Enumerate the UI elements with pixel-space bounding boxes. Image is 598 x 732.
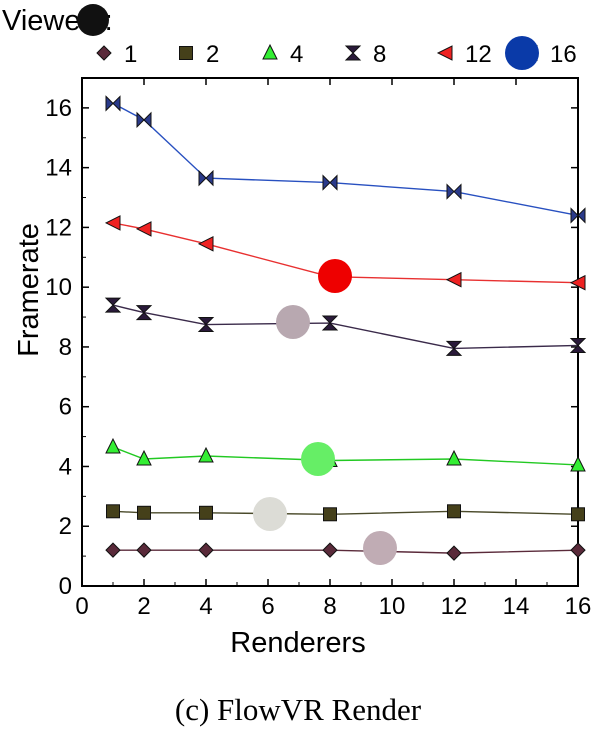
data-point — [445, 340, 463, 356]
y-tick-label: 6 — [59, 394, 72, 421]
legend-label: 16 — [550, 41, 577, 68]
series-1 — [105, 542, 586, 561]
data-point — [199, 505, 213, 520]
legend-label: 12 — [465, 41, 492, 68]
legend: 1 2 4 8 12 16 — [96, 41, 577, 68]
series-4 — [105, 437, 586, 472]
data-point — [569, 274, 586, 291]
data-point — [197, 236, 214, 252]
y-tick-label: 8 — [59, 334, 72, 361]
legend-marker — [262, 43, 278, 60]
overlay-dot — [253, 497, 287, 531]
data-point — [322, 542, 338, 558]
x-tick-label: 8 — [323, 593, 336, 620]
x-tick-label: 2 — [137, 593, 150, 620]
x-tick-label: 6 — [261, 593, 274, 620]
series-layer — [104, 95, 587, 561]
data-point — [135, 305, 153, 321]
series-line — [112, 510, 579, 515]
data-point — [446, 183, 462, 200]
data-point — [321, 315, 339, 331]
data-point — [197, 317, 215, 333]
x-tick-label: 14 — [503, 593, 530, 620]
data-point — [571, 507, 585, 522]
data-point — [104, 297, 122, 313]
x-tick-label: 12 — [441, 593, 468, 620]
data-point — [570, 455, 586, 472]
data-point — [570, 207, 586, 224]
x-axis-title: Renderers — [230, 627, 365, 659]
data-point — [447, 504, 461, 519]
y-tick-label: 4 — [59, 453, 72, 480]
data-point — [105, 437, 121, 454]
data-point — [445, 271, 462, 288]
legend-item-2: 2 — [179, 41, 219, 68]
x-tick-label: 16 — [565, 593, 592, 620]
overlay-dot — [505, 36, 539, 70]
legend-marker — [179, 46, 193, 60]
y-tick-label: 10 — [45, 274, 72, 301]
overlay-dot — [77, 4, 109, 36]
x-tick-label: 4 — [199, 593, 212, 620]
legend-item-8: 8 — [344, 41, 386, 68]
legend-item-12: 12 — [436, 41, 492, 68]
data-point — [104, 215, 121, 231]
series-2 — [106, 504, 585, 522]
overlay-dot — [363, 531, 397, 565]
legend-label: 4 — [290, 41, 303, 68]
y-axis-title: Framerate — [13, 223, 45, 357]
data-point — [136, 111, 152, 129]
data-point — [106, 504, 120, 519]
data-point — [198, 169, 214, 187]
x-tick-label: 0 — [75, 593, 88, 620]
legend-item-1: 1 — [96, 41, 137, 68]
legend-label: 8 — [373, 41, 386, 68]
axes: 0 2 4 6 8 10 12 14 16 0 2 4 6 8 10 12 14 16 — [45, 77, 592, 620]
data-point — [570, 542, 586, 558]
y-tick-label: 0 — [59, 573, 72, 600]
data-point — [136, 542, 152, 558]
series-line — [112, 304, 579, 350]
legend-item-4: 4 — [262, 41, 303, 68]
legend-marker — [436, 45, 453, 61]
legend-label: 2 — [206, 41, 219, 68]
y-tick-label: 2 — [59, 513, 72, 540]
data-point — [446, 545, 462, 561]
overlay-dot — [301, 442, 335, 476]
series-8 — [104, 297, 587, 356]
figure-caption: (c) FlowVR Render — [175, 692, 422, 727]
y-tick-label: 14 — [45, 155, 72, 182]
data-point — [137, 505, 151, 520]
series-line — [112, 102, 579, 217]
series-line — [112, 446, 579, 466]
data-point — [135, 221, 152, 237]
legend-label: 1 — [124, 41, 137, 68]
legend-marker — [96, 45, 112, 61]
y-tick-label: 16 — [45, 95, 72, 122]
y-tick-label: 12 — [45, 214, 72, 241]
overlay-dot — [318, 259, 352, 293]
data-point — [136, 449, 152, 466]
data-point — [569, 337, 587, 353]
data-point — [446, 449, 462, 466]
series-line — [113, 549, 579, 554]
overlay-dots — [77, 4, 539, 565]
overlay-dot — [276, 305, 310, 339]
data-point — [322, 174, 338, 191]
legend-marker — [344, 45, 362, 61]
data-point — [323, 507, 337, 522]
data-point — [105, 542, 121, 558]
data-point — [198, 542, 214, 558]
series-16 — [105, 95, 586, 224]
data-point — [105, 95, 121, 112]
data-point — [198, 446, 214, 463]
x-tick-label: 10 — [379, 593, 406, 620]
